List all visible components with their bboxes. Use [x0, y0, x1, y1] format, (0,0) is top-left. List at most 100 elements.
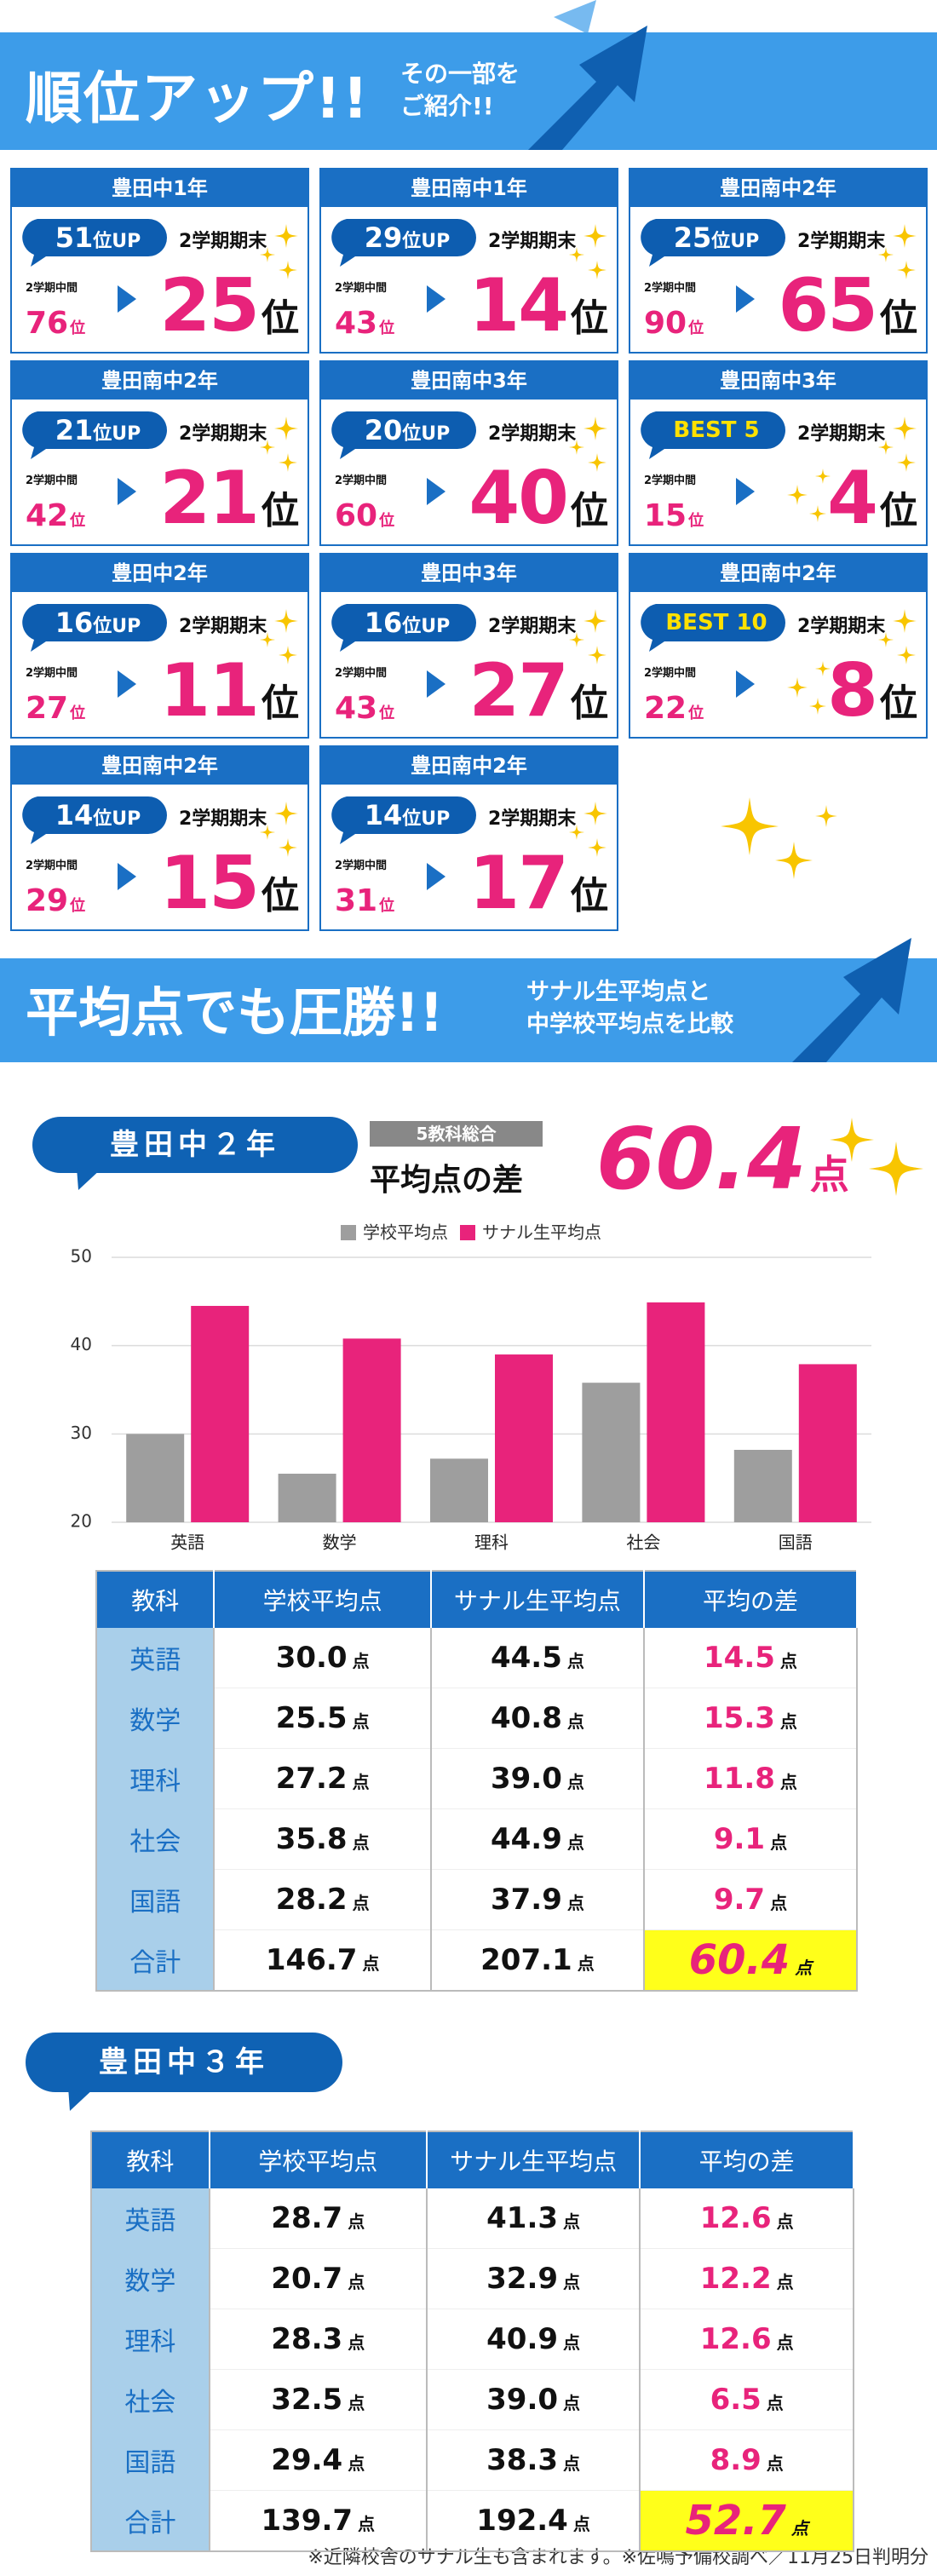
score-unit: 点: [563, 2332, 581, 2353]
badge: 51位UP: [29, 219, 167, 256]
table-row: 数学 25.5 点 40.8 点 15.3 点: [96, 1688, 859, 1749]
score-cell: 44.5 点: [430, 1628, 645, 1688]
subject-cell: 社会: [96, 1808, 216, 1870]
y-tick-label: 40: [71, 1334, 92, 1354]
table-row: 理科 28.3 点 40.9 点 12.6 点: [91, 2309, 854, 2370]
score-value: 44.5: [490, 1641, 562, 1675]
banner-graphic: [0, 938, 937, 1062]
score-cell: 39.0 点: [426, 2369, 641, 2430]
score-unit: 点: [358, 2514, 376, 2534]
rank-unit: 位: [688, 319, 704, 337]
rank-card: 豊田南中3年 20位UP 2学期期末 2学期中間 60 位 40位: [319, 360, 618, 546]
rank-unit: 位: [379, 897, 395, 915]
score-unit: 点: [563, 2211, 581, 2232]
x-tick-label: 理科: [474, 1532, 509, 1553]
score-value: 38.3: [486, 2443, 559, 2477]
rank-unit: 位: [70, 704, 86, 722]
subject-cell: 国語: [96, 1869, 216, 1930]
final-rank-wrap: 4位: [827, 456, 917, 541]
bar: [342, 1338, 401, 1522]
bar: [647, 1302, 705, 1522]
table-body: 英語 30.0 点 44.5 点 14.5 点数学 25.5 点 40.8 点 15.3 点理科 27.2…: [96, 1628, 859, 1992]
badge-shape: [331, 796, 476, 844]
score-cell: 28.3 点: [209, 2309, 428, 2370]
subject-cell: 英語: [91, 2188, 210, 2249]
score-value: 40.8: [490, 1701, 562, 1735]
final-rank: 8: [827, 648, 878, 733]
final-label: 2学期期末: [179, 423, 267, 445]
score-value: 6.5: [710, 2383, 762, 2417]
mid-rank-wrap: 42 位: [26, 498, 85, 533]
score-value: 28.2: [275, 1883, 348, 1917]
score-unit: 点: [779, 1772, 797, 1792]
score-unit: 点: [352, 1711, 370, 1732]
mid-label: 2学期中間: [644, 282, 697, 295]
score-cell: 29.4 点: [209, 2429, 428, 2491]
score-value: 192.4: [476, 2504, 568, 2538]
banner-band: [0, 32, 937, 150]
arrow: [427, 478, 446, 505]
score-value: 30.0: [275, 1641, 348, 1675]
diff-cell: 60.4 点: [643, 1929, 859, 1992]
final-rank: 15: [159, 841, 260, 926]
mid-rank: 43: [335, 691, 378, 726]
mid-rank-wrap: 31 位: [335, 883, 394, 918]
arrow: [427, 670, 446, 698]
summary-label: 平均点の差: [370, 1163, 524, 1198]
summary-value-wrap: 60.4点: [596, 1109, 849, 1209]
score-value: 9.7: [713, 1883, 766, 1917]
mid-rank-wrap: 22 位: [644, 691, 704, 726]
card-decoration: [331, 604, 607, 698]
header-cell: サナル生平均点: [426, 2131, 641, 2188]
score-unit: 点: [348, 2211, 365, 2232]
rank-card: 豊田南中2年 14位UP 2学期期末 2学期中間 29 位 15位: [10, 745, 309, 931]
arrow: [736, 670, 755, 698]
diff-cell: 15.3 点: [643, 1688, 859, 1749]
score-value: 12.6: [699, 2201, 772, 2235]
sparkle: [274, 802, 298, 825]
final-rank: 27: [468, 648, 569, 733]
score-value: 29.4: [271, 2443, 343, 2477]
y-tick-label: 20: [71, 1511, 92, 1532]
mid-label: 2学期中間: [335, 667, 388, 680]
banner-subtitle-line: ご紹介!!: [400, 92, 494, 120]
score-unit: 点: [348, 2453, 365, 2474]
badge-text: BEST 5: [673, 417, 760, 443]
mid-label: 2学期中間: [26, 860, 78, 872]
score-value: 60.4: [688, 1936, 790, 1984]
banner-arrow: [792, 938, 911, 1062]
subject-cell: 合計: [96, 1929, 216, 1991]
badge: BEST 5: [647, 411, 785, 449]
score-unit: 点: [776, 2211, 794, 2232]
card-decoration: [22, 219, 298, 313]
badge-text: 位UP: [402, 808, 451, 830]
score-unit: 点: [577, 1953, 595, 1974]
subject-cell: 理科: [91, 2309, 210, 2370]
final-label: 2学期期末: [179, 808, 267, 830]
score-value: 40.9: [486, 2322, 559, 2356]
final-label: 2学期期末: [488, 808, 577, 830]
score-table: 教科 学校平均点 サナル生平均点 平均の差 英語 28.7 点 41.3 点 12.6 点数学 20.…: [90, 2130, 854, 2552]
mid-rank: 22: [644, 691, 687, 726]
table-row: 英語 28.7 点 41.3 点 12.6 点: [91, 2188, 854, 2249]
score-unit: 点: [770, 1832, 788, 1853]
score-unit: 点: [770, 1893, 788, 1913]
summary-value: 60.4: [596, 1109, 807, 1209]
table-row: 国語 28.2 点 37.9 点 9.7 点: [96, 1869, 859, 1930]
score-unit: 点: [776, 2272, 794, 2292]
arrow: [118, 670, 136, 698]
final-label: 2学期期末: [797, 423, 886, 445]
mid-rank-wrap: 60 位: [335, 498, 394, 533]
header-cell: 教科: [96, 1571, 216, 1628]
score-value: 32.5: [271, 2383, 343, 2417]
rank-unit: 位: [571, 874, 608, 917]
badge-shape: [641, 219, 785, 267]
score-unit: 点: [776, 2332, 794, 2353]
badge-shape: [22, 411, 168, 459]
score-cell: 40.9 点: [426, 2309, 641, 2370]
sparkle: [893, 224, 917, 248]
rank-card: 豊田南中2年 25位UP 2学期期末 2学期中間 90 位 65位: [629, 168, 928, 354]
card-decoration: [641, 411, 917, 522]
badge-shape: [641, 411, 785, 459]
